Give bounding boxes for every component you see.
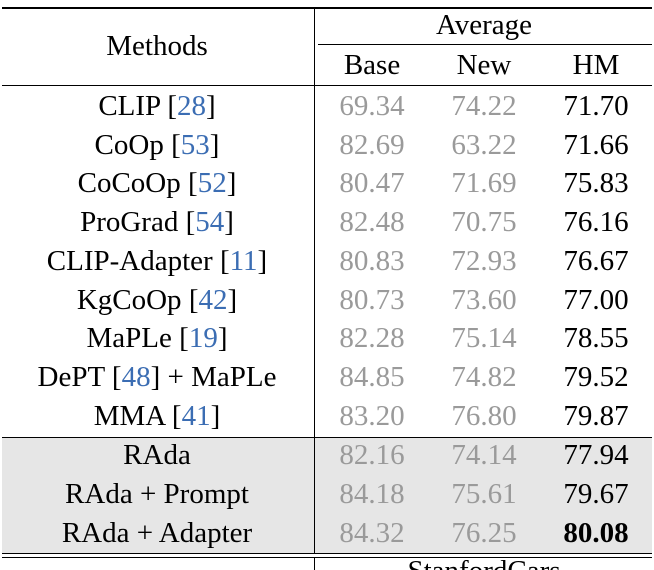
citation-link[interactable]: [11] <box>212 245 268 277</box>
column-divider <box>314 8 315 554</box>
method-name-cell: MaPLe [19] <box>0 319 314 357</box>
top-rule <box>2 7 652 9</box>
new-value: 63.22 <box>451 129 517 161</box>
base-value: 80.73 <box>339 284 405 316</box>
method-name: ProGrad <box>80 206 179 238</box>
base-value: 80.47 <box>339 167 405 199</box>
header-rule <box>2 85 652 86</box>
method-name: RAda <box>123 439 191 471</box>
method-name-cell: CoCoOp [52] <box>0 164 314 202</box>
method-name: RAda + Prompt <box>65 478 249 510</box>
method-name: CLIP <box>98 90 161 122</box>
method-name: MMA <box>93 400 165 432</box>
citation-number[interactable]: 53 <box>180 129 210 161</box>
new-value: 76.80 <box>451 400 517 432</box>
hm-value: 79.67 <box>563 478 629 510</box>
method-name: KgCoOp <box>76 284 182 316</box>
new-value: 73.60 <box>451 284 517 316</box>
proposed-methods-shade <box>2 438 652 554</box>
bottom-rule-1 <box>2 553 652 554</box>
hm-value: 71.66 <box>563 129 629 161</box>
method-name-cell: KgCoOp [42] <box>0 281 314 319</box>
method-name: RAda + Adapter <box>61 517 253 549</box>
method-name: DePT <box>37 361 105 393</box>
average-underline <box>318 44 652 45</box>
method-name-cell: CoOp [53] <box>0 126 314 164</box>
citation-link[interactable]: [19] <box>171 322 228 354</box>
new-value: 74.22 <box>451 90 517 122</box>
hm-value: 78.55 <box>563 322 629 354</box>
methods-header: Methods <box>106 30 208 62</box>
base-value: 84.85 <box>339 361 405 393</box>
citation-link[interactable]: [54] <box>178 206 234 238</box>
hm-value: 79.87 <box>563 400 629 432</box>
citation-number[interactable]: 41 <box>181 400 211 432</box>
base-value: 82.48 <box>339 206 405 238</box>
hm-value: 76.16 <box>563 206 629 238</box>
base-value: 69.34 <box>339 90 405 122</box>
hm-column-header: HM <box>572 49 620 81</box>
new-value: 74.14 <box>451 439 517 471</box>
base-value: 82.28 <box>339 322 405 354</box>
hm-value: 76.67 <box>563 245 629 277</box>
hm-value: 71.70 <box>563 90 629 122</box>
new-value: 75.14 <box>451 322 517 354</box>
hm-value: 77.94 <box>563 439 629 471</box>
method-name: CLIP-Adapter <box>46 245 213 277</box>
average-group-header: Average <box>435 9 533 41</box>
method-name-cell: MMA [41] <box>0 397 314 435</box>
citation-number[interactable]: 48 <box>121 361 151 393</box>
method-name-cell: RAda + Adapter <box>0 514 314 552</box>
method-name-cell: RAda <box>0 436 314 474</box>
citation-link[interactable]: [42] <box>181 284 238 316</box>
new-value: 71.69 <box>451 167 517 199</box>
citation-number[interactable]: 28 <box>177 90 207 122</box>
method-name: MaPLe <box>86 322 172 354</box>
method-name: CoCoOp <box>77 167 181 199</box>
citation-number[interactable]: 19 <box>188 322 218 354</box>
citation-link[interactable]: [53] <box>163 129 220 161</box>
citation-number[interactable]: 54 <box>195 206 225 238</box>
citation-link[interactable]: [52] <box>180 167 237 199</box>
base-value: 84.18 <box>339 478 405 510</box>
method-name-cell: ProGrad [54] <box>0 203 314 241</box>
base-value: 83.20 <box>339 400 405 432</box>
method-name-cell: RAda + Prompt <box>0 475 314 513</box>
citation-link[interactable]: [28] <box>160 90 216 122</box>
citation-number[interactable]: 52 <box>197 167 227 199</box>
citation-number[interactable]: 42 <box>198 284 228 316</box>
method-name-cell: CLIP-Adapter [11] <box>0 242 314 280</box>
hm-value: 77.00 <box>563 284 629 316</box>
next-section-header-clipped: StanfordCars <box>316 560 652 570</box>
new-column-header: New <box>456 49 512 81</box>
citation-link[interactable]: [48] <box>104 361 161 393</box>
next-section-label: StanfordCars <box>316 560 652 570</box>
method-name-cell: DePT [48] + MaPLe <box>0 358 314 396</box>
new-value: 70.75 <box>451 206 517 238</box>
hm-value: 79.52 <box>563 361 629 393</box>
method-name-cell: CLIP [28] <box>0 87 314 125</box>
new-value: 74.82 <box>451 361 517 393</box>
new-value: 75.61 <box>451 478 517 510</box>
base-column-header: Base <box>343 49 401 81</box>
base-value: 82.69 <box>339 129 405 161</box>
hm-value: 80.08 <box>563 517 629 549</box>
citation-number[interactable]: 11 <box>229 245 258 277</box>
hm-value: 75.83 <box>563 167 629 199</box>
bottom-rule-2 <box>2 557 652 558</box>
new-value: 72.93 <box>451 245 517 277</box>
method-name: CoOp <box>94 129 164 161</box>
citation-link[interactable]: [41] <box>164 400 221 432</box>
new-value: 76.25 <box>451 517 517 549</box>
base-value: 82.16 <box>339 439 405 471</box>
section-rule <box>2 437 652 438</box>
base-value: 80.83 <box>339 245 405 277</box>
base-value: 84.32 <box>339 517 405 549</box>
method-suffix: + MaPLe <box>167 361 277 393</box>
column-divider-continued <box>314 558 315 570</box>
